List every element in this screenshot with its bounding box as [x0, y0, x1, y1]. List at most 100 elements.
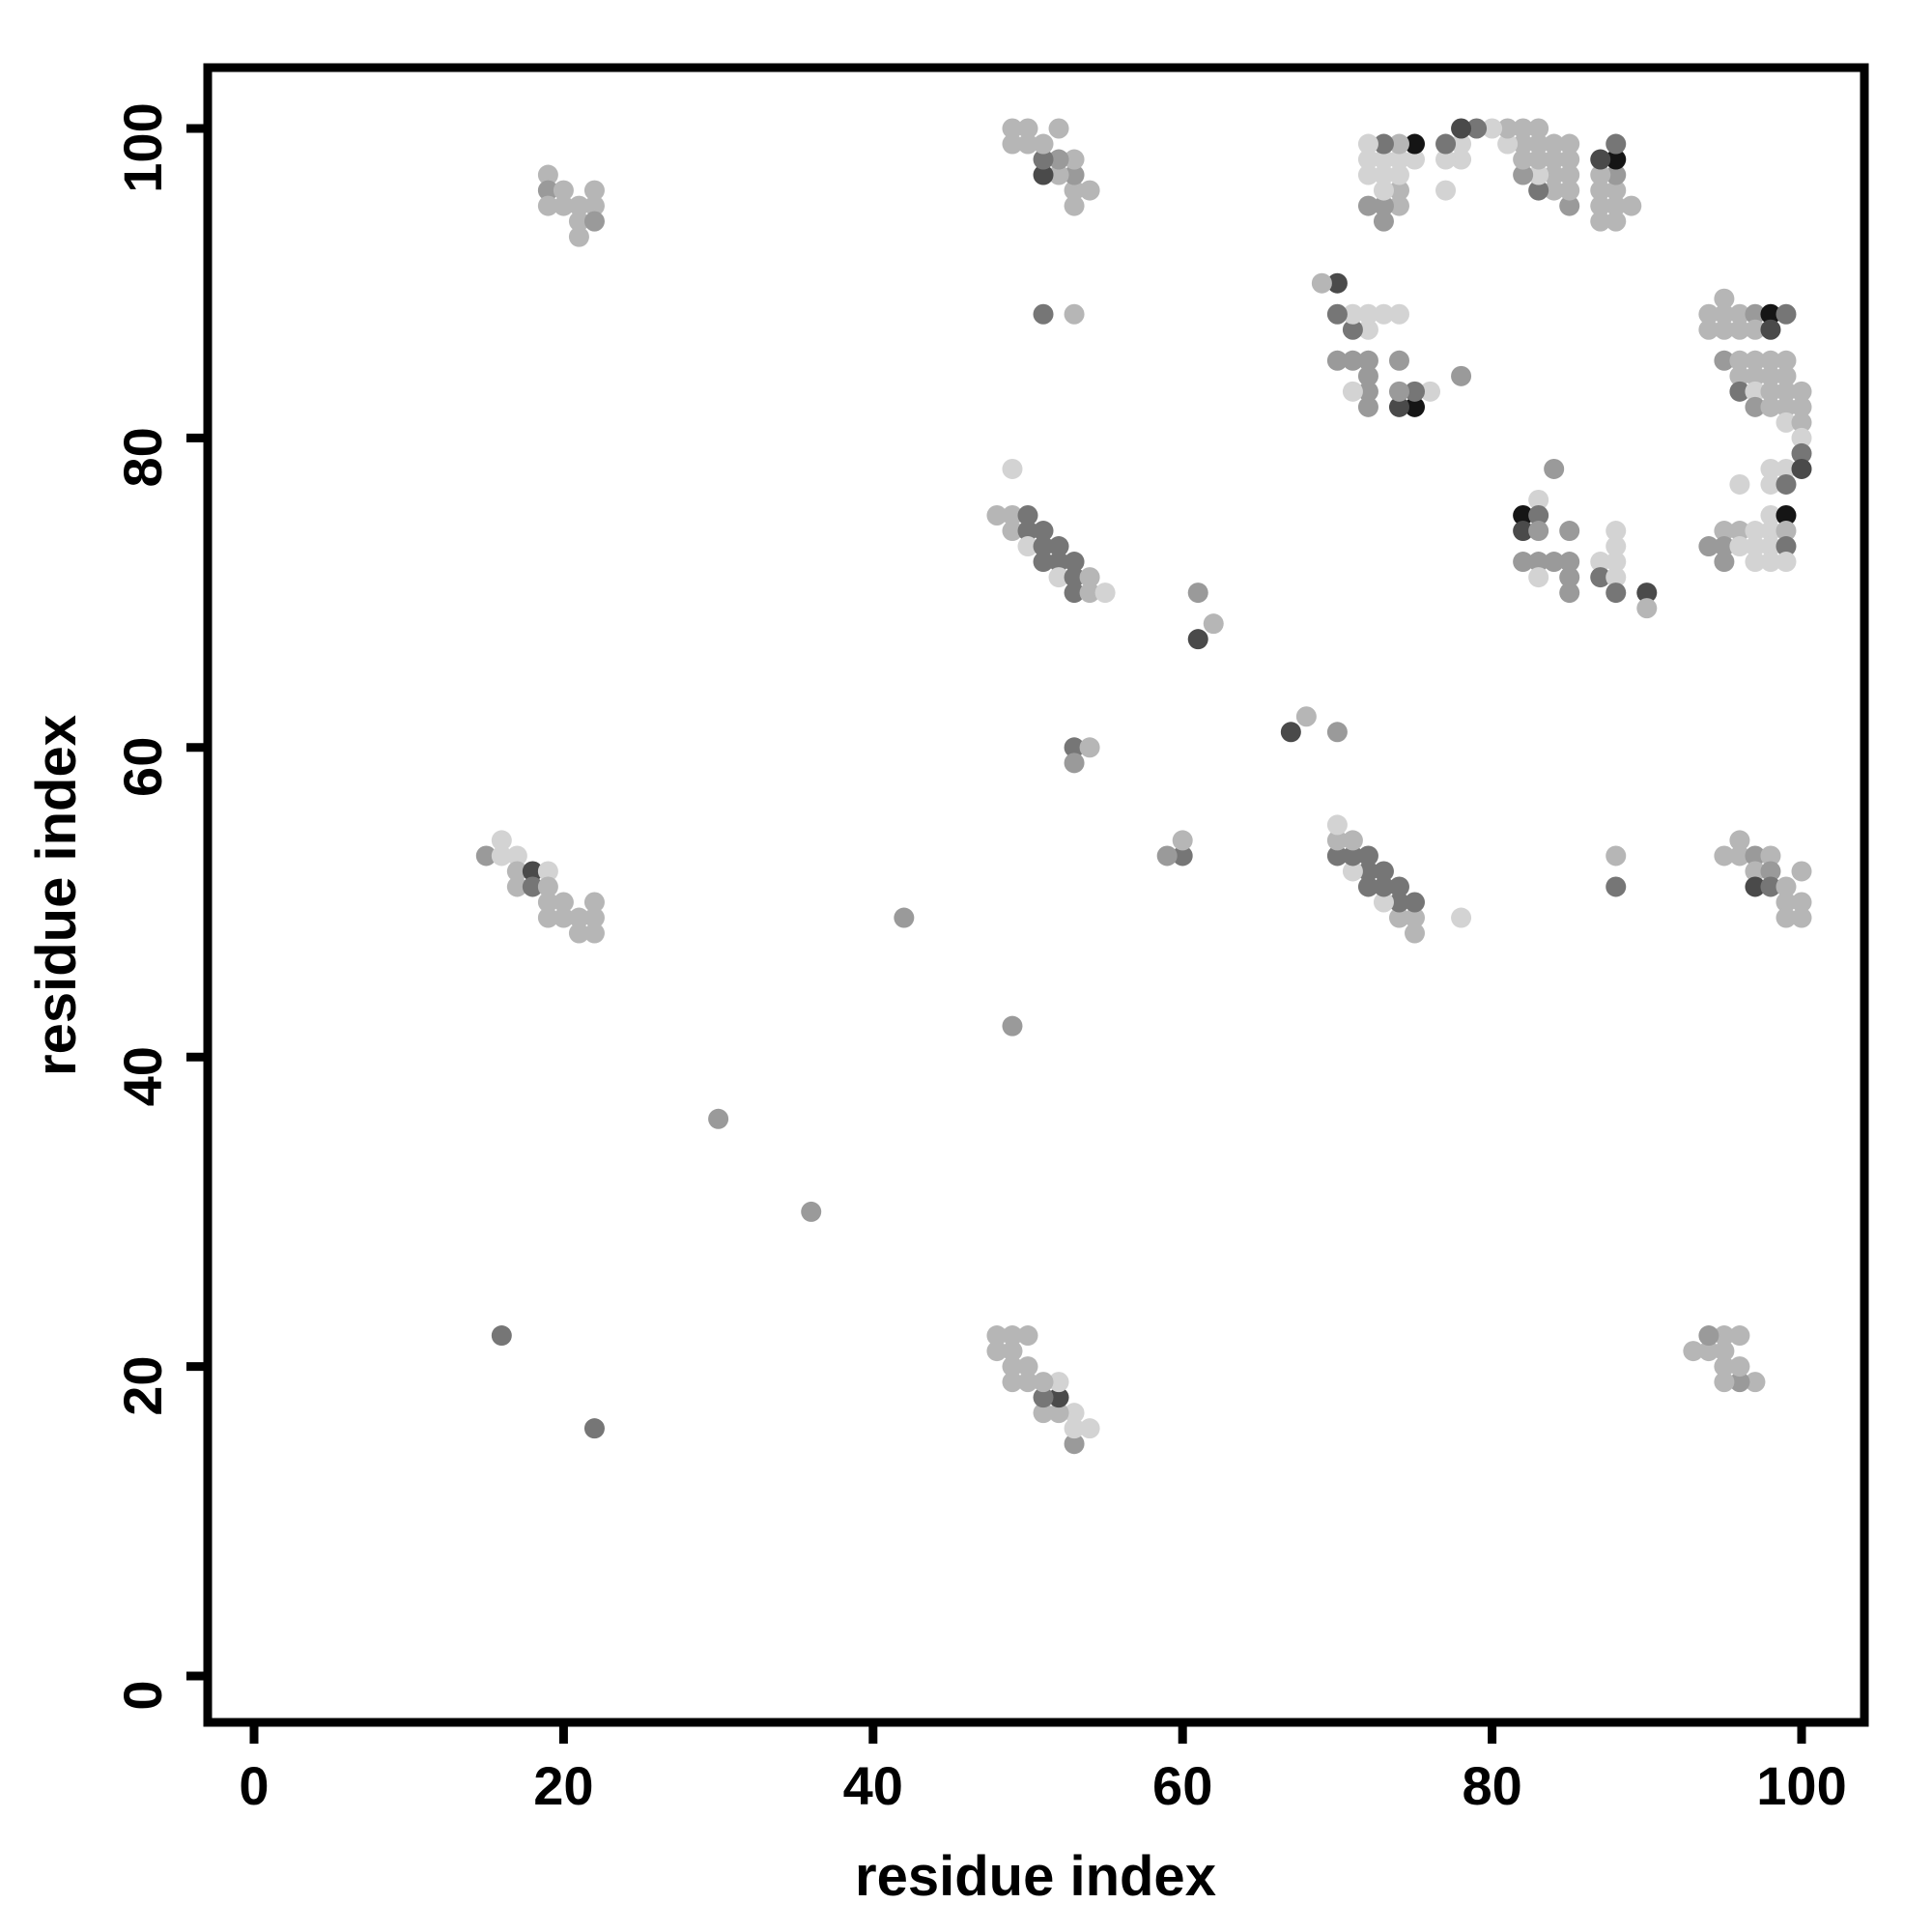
contact-dot	[491, 1325, 512, 1347]
contact-dot	[1388, 876, 1409, 897]
contact-dot	[1388, 381, 1409, 402]
contact-dot	[1172, 845, 1193, 867]
contact-dot	[708, 1108, 729, 1129]
contact-dot	[1745, 845, 1766, 867]
contact-dot	[1760, 396, 1781, 417]
contact-dot	[1373, 164, 1394, 185]
contact-dot	[1528, 567, 1549, 588]
contact-dot	[1405, 907, 1425, 928]
contact-dot	[1605, 180, 1627, 201]
contact-dot	[1590, 567, 1611, 588]
contact-dot	[1064, 1403, 1085, 1424]
contact-dot	[1326, 722, 1348, 743]
contact-dot	[1760, 381, 1781, 402]
contact-dot	[1033, 149, 1054, 170]
contact-dot	[1048, 536, 1069, 557]
contact-dot	[1357, 350, 1378, 371]
contact-dot	[1357, 195, 1378, 216]
contact-dot	[1714, 288, 1735, 309]
contact-dot	[1033, 1372, 1054, 1393]
contact-dot	[1776, 473, 1797, 495]
contact-dot	[1776, 552, 1797, 573]
contact-dot	[1373, 133, 1394, 155]
y-tick-label: 40	[112, 1046, 173, 1106]
contact-dot	[1373, 876, 1394, 897]
contact-dot	[1048, 118, 1069, 139]
contact-dot	[1187, 629, 1208, 650]
contact-dot	[1048, 1403, 1069, 1424]
contact-dot	[1326, 272, 1348, 294]
contact-dot	[1528, 149, 1549, 170]
contact-dot	[1776, 412, 1797, 433]
contact-dot	[583, 195, 605, 216]
contact-dot	[1559, 521, 1580, 542]
contact-dot	[1466, 118, 1488, 139]
contact-dot	[1373, 149, 1394, 170]
contact-dot	[1528, 180, 1549, 201]
contact-dot	[1559, 133, 1580, 155]
contact-dot	[1559, 582, 1580, 604]
x-axis-title: residue index	[855, 1845, 1216, 1908]
contact-dot	[1373, 892, 1394, 913]
contact-dot	[1357, 876, 1378, 897]
contact-dot	[1760, 552, 1781, 573]
contact-dot	[1033, 303, 1054, 325]
contact-dot	[1373, 180, 1394, 201]
contact-dot	[1357, 396, 1378, 417]
contact-dot	[1544, 149, 1565, 170]
contact-dot	[1388, 195, 1409, 216]
contact-dot	[537, 180, 558, 201]
contact-dot	[1528, 505, 1549, 526]
contact-dot	[553, 892, 574, 913]
contact-dot	[1698, 319, 1719, 340]
contact-dot	[801, 1201, 822, 1222]
contact-dot	[1405, 396, 1425, 417]
contact-dot	[1698, 1341, 1719, 1362]
contact-dot	[1388, 350, 1409, 371]
contact-dot	[1497, 133, 1519, 155]
contact-dot	[1776, 303, 1797, 325]
contact-dot	[1048, 552, 1069, 573]
contact-dot	[1435, 149, 1457, 170]
contact-dot	[1544, 552, 1565, 573]
contact-dot	[1729, 845, 1750, 867]
contact-dot	[1002, 505, 1023, 526]
contact-dot	[1079, 1418, 1100, 1439]
contact-dot	[1373, 195, 1394, 216]
contact-dot	[553, 180, 574, 201]
contact-dot	[1729, 830, 1750, 851]
contact-dot	[1791, 412, 1812, 433]
contact-dot	[1311, 272, 1332, 294]
contact-dot	[1033, 552, 1054, 573]
contact-dot	[1698, 303, 1719, 325]
contact-dot	[1017, 536, 1038, 557]
contact-dot	[1342, 303, 1363, 325]
contact-dot	[1544, 164, 1565, 185]
x-tick-label: 100	[1756, 1755, 1846, 1816]
contact-dot	[1745, 381, 1766, 402]
contact-dot	[1776, 365, 1797, 386]
contact-dot	[1435, 133, 1457, 155]
contact-dot	[1513, 164, 1534, 185]
contact-dot	[1714, 1356, 1735, 1378]
contact-dot	[1357, 365, 1378, 386]
contact-dot	[1605, 195, 1627, 216]
contact-dot	[1776, 907, 1797, 928]
contact-dot	[537, 892, 558, 913]
contact-dot	[1714, 319, 1735, 340]
contact-dot	[1776, 350, 1797, 371]
contact-dot	[894, 907, 915, 928]
contact-dot	[1451, 365, 1472, 386]
contact-dot	[1079, 180, 1100, 201]
contact-dot	[1745, 876, 1766, 897]
contact-dot	[1388, 892, 1409, 913]
contact-dot	[1357, 303, 1378, 325]
contact-dot	[583, 211, 605, 232]
contact-dot	[1342, 830, 1363, 851]
contact-dot	[1357, 845, 1378, 867]
contact-dot	[1760, 521, 1781, 542]
contact-dot	[1017, 1356, 1038, 1378]
contact-dot	[506, 845, 527, 867]
contact-dot	[1605, 567, 1627, 588]
